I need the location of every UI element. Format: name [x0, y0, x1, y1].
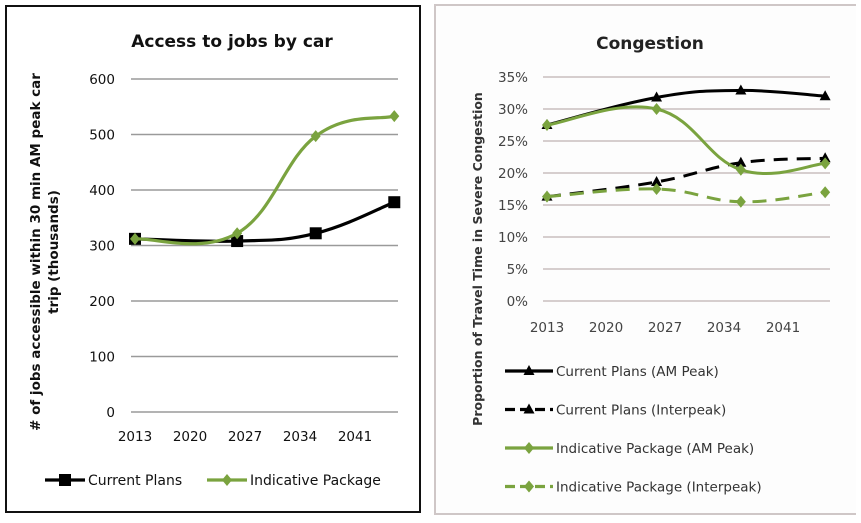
data-point [820, 186, 831, 199]
x-tick-label: 2020 [589, 320, 623, 336]
legend-label: Current Plans (AM Peak) [556, 364, 719, 380]
x-tick-label: 2034 [707, 320, 741, 336]
data-point [819, 90, 831, 101]
data-point [542, 119, 552, 131]
series-indicative-package-am-peak [542, 103, 831, 176]
y-tick-label: 300 [89, 239, 115, 255]
series-current-plans-am-peak [541, 84, 831, 129]
data-point [651, 183, 662, 195]
legend-marker-icon [524, 480, 534, 493]
data-point [388, 196, 401, 209]
legend: Current Plans (AM Peak) Current Plans (In… [505, 364, 762, 496]
series-line [546, 187, 826, 204]
legend-marker-icon [523, 403, 535, 414]
y-tick-label: 35% [498, 70, 528, 86]
legend-item: Indicative Package [207, 473, 381, 489]
y-tick-label: 10% [498, 230, 528, 246]
legend-item: Current Plans [45, 473, 182, 489]
y-tick-label: 0% [507, 294, 529, 310]
legend-label: Indicative Package (AM Peak) [556, 441, 754, 457]
data-point [651, 175, 663, 186]
data-point [735, 163, 746, 176]
data-point [130, 232, 140, 245]
series-indicative-package [130, 110, 400, 246]
data-point [651, 103, 662, 115]
series-line [133, 200, 396, 243]
data-point [735, 195, 746, 208]
series-current-plans [129, 196, 401, 248]
series-line [545, 88, 827, 127]
data-point [819, 152, 831, 163]
y-tick-label: 0 [106, 405, 115, 421]
legend-marker-icon [59, 474, 71, 486]
legend-item: Indicative Package (AM Peak) [505, 441, 754, 457]
y-tick-label: 15% [498, 198, 528, 214]
congestion-chart: Congestion 0% 5% 10% 15% 20% 25% 30% 35% 2013 20… [470, 34, 831, 496]
x-tick-label: 2034 [283, 429, 317, 445]
legend-label: Current Plans (Interpeak) [556, 403, 726, 419]
y-tick-label: 200 [89, 294, 115, 310]
y-tick-label: 5% [507, 262, 529, 278]
x-tick-label: 2041 [338, 429, 372, 445]
y-tick-label: 25% [498, 134, 528, 150]
x-tick-label: 2013 [118, 429, 152, 445]
x-tick-label: 2020 [173, 429, 207, 445]
series-line [545, 105, 827, 175]
series-line [546, 156, 826, 199]
y-axis-label-line-1: # of jobs accessible within 30 min AM pe… [28, 73, 44, 431]
y-tick-label: 100 [89, 350, 115, 366]
series-line [133, 114, 396, 246]
y-axis-label: Proportion of Travel Time in Severe Cong… [470, 92, 485, 426]
data-point [232, 227, 243, 240]
data-point [310, 130, 321, 143]
data-point [542, 190, 552, 203]
x-tick-label: 2027 [228, 429, 262, 445]
legend-label: Indicative Package [250, 473, 381, 489]
data-point [735, 156, 747, 167]
data-point [820, 157, 831, 170]
legend-item: Indicative Package (Interpeak) [505, 480, 762, 496]
x-tick-label: 2027 [648, 320, 682, 336]
y-tick-label: 30% [498, 102, 528, 118]
legend-label: Current Plans [88, 473, 182, 489]
data-point [309, 227, 322, 240]
y-tick-label: 400 [89, 183, 115, 199]
y-tick-label: 20% [498, 166, 528, 182]
legend-marker-icon [524, 442, 534, 454]
congestion-chart-panel [434, 4, 856, 515]
legend-marker-icon [222, 474, 232, 486]
chart-title: Congestion [596, 34, 704, 54]
chart-title: Access to jobs by car [131, 32, 333, 52]
y-axis-label: # of jobs accessible within 30 min AM pe… [28, 73, 62, 431]
data-point [651, 91, 663, 102]
y-tick-label: 500 [89, 128, 115, 144]
y-tick-label: 600 [89, 72, 115, 88]
data-point [735, 84, 747, 95]
legend-item: Current Plans (AM Peak) [505, 364, 719, 380]
data-point [389, 110, 400, 123]
x-tick-label: 2041 [766, 320, 800, 336]
legend: Current Plans Indicative Package [45, 473, 381, 489]
legend-marker-icon [523, 365, 535, 375]
jobs-access-chart: Access to jobs by car 0 100 200 300 400 500 60… [28, 32, 401, 489]
series-indicative-package-interpeak [542, 183, 831, 208]
data-point [231, 235, 244, 248]
jobs-access-chart-panel [5, 5, 421, 513]
x-tick-label: 2013 [530, 320, 564, 336]
y-axis-label-line-2: trip (thousands) [46, 190, 62, 314]
legend-item: Current Plans (Interpeak) [505, 403, 726, 419]
legend-label: Indicative Package (Interpeak) [556, 480, 762, 496]
